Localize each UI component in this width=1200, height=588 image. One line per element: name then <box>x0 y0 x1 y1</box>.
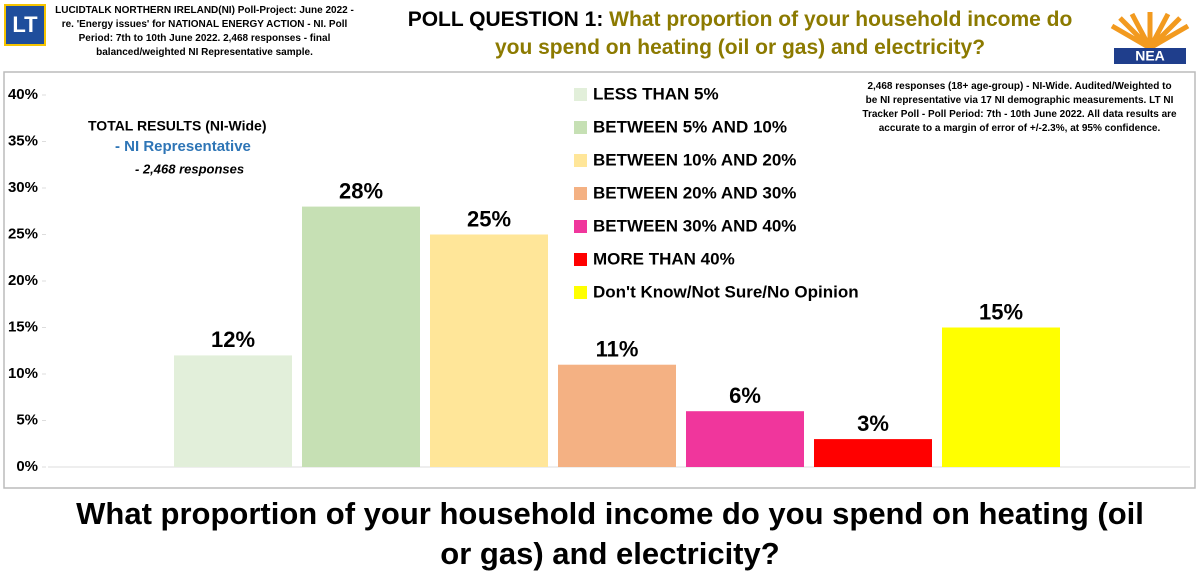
chart-title: POLL QUESTION 1: What proportion of your… <box>395 6 1085 62</box>
legend-label: BETWEEN 10% AND 20% <box>593 150 796 169</box>
x-axis-title: What proportion of your household income… <box>76 496 1144 571</box>
logo-rays <box>1110 12 1190 51</box>
legend-swatch <box>574 187 587 200</box>
legend-label: BETWEEN 5% AND 10% <box>593 117 787 136</box>
bar <box>686 411 804 467</box>
bar <box>558 364 676 467</box>
legend-label: LESS THAN 5% <box>593 84 719 103</box>
legend-label: MORE THAN 40% <box>593 249 735 268</box>
logo-right-text: NEA <box>1135 48 1165 64</box>
annotation: TOTAL RESULTS (NI-Wide) <box>88 118 267 134</box>
logo-right-band <box>1114 48 1186 64</box>
logo-left: LT <box>12 12 38 37</box>
y-tick-label: 35% <box>8 132 38 149</box>
legend-swatch <box>574 121 587 134</box>
y-tick-label: 0% <box>16 458 38 475</box>
value-label: 28% <box>339 178 383 203</box>
y-tick-label: 20% <box>8 272 38 289</box>
logo-left-box <box>4 4 46 46</box>
value-label: 3% <box>857 411 889 436</box>
legend-label: BETWEEN 20% AND 30% <box>593 183 796 202</box>
y-tick-label: 30% <box>8 179 38 196</box>
legend-label: Don't Know/Not Sure/No Opinion <box>593 282 859 301</box>
title-text: What proportion of your household income… <box>494 8 1073 59</box>
bar <box>430 234 548 467</box>
y-tick-label: 25% <box>8 225 38 242</box>
value-label: 11% <box>596 337 639 362</box>
annotation: - 2,468 responses <box>135 161 244 176</box>
value-label: 15% <box>979 299 1023 324</box>
legend-swatch <box>574 154 587 167</box>
y-tick-label: 5% <box>16 411 38 428</box>
y-tick-label: 40% <box>8 86 38 103</box>
logo-right: NEA <box>1110 12 1190 64</box>
legend-label: BETWEEN 30% AND 40% <box>593 216 796 235</box>
bar <box>302 206 420 467</box>
chart-frame <box>3 71 1196 489</box>
value-label: 6% <box>729 383 761 408</box>
legend-swatch <box>574 220 587 233</box>
legend-swatch <box>574 253 587 266</box>
y-tick-label: 15% <box>8 318 38 335</box>
value-label: 12% <box>211 327 255 352</box>
bar <box>942 327 1060 467</box>
source-note: LUCIDTALK NORTHERN IRELAND(NI) Poll-Proj… <box>55 5 354 58</box>
legend-swatch <box>574 286 587 299</box>
annotation: - NI Representative <box>115 138 251 155</box>
y-tick-label: 10% <box>8 365 38 382</box>
bar <box>814 439 932 467</box>
bar <box>174 355 292 467</box>
method-note: 2,468 responses (18+ age-group) - NI-Wid… <box>862 81 1177 134</box>
title-prefix: POLL QUESTION 1: <box>407 8 604 31</box>
legend-swatch <box>574 88 587 101</box>
value-label: 25% <box>467 206 511 231</box>
